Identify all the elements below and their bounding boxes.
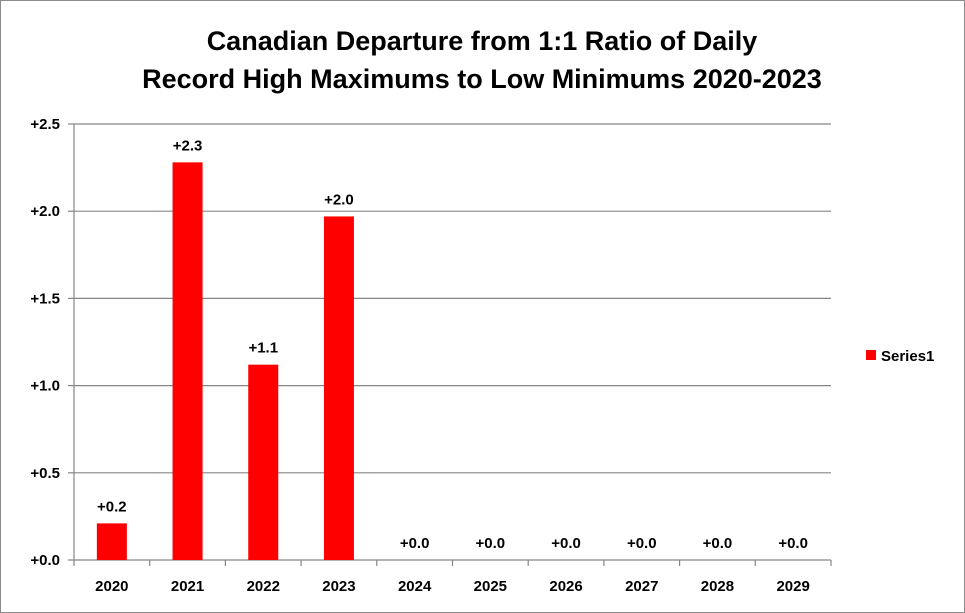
x-tick-label: 2029 <box>776 578 809 595</box>
data-labels: +0.2 +2.3 +1.1 +2.0 +0.0 +0.0 +0.0 +0.0 +0.0 +0.0 <box>97 137 808 552</box>
y-axis-ticks: +0.0 +0.5 +1.0 +1.5 +2.0 +2.5 <box>30 116 60 569</box>
x-tick-label: 2028 <box>701 578 734 595</box>
data-label: +0.0 <box>627 535 657 552</box>
bars <box>96 162 354 561</box>
x-tick-label: 2026 <box>549 578 582 595</box>
chart-title-line-1: Canadian Departure from 1:1 Ratio of Dai… <box>207 26 758 56</box>
data-label: +2.0 <box>324 191 354 208</box>
data-label: +0.2 <box>97 498 127 515</box>
data-label: +0.0 <box>778 535 808 552</box>
bar <box>248 364 279 560</box>
data-label: +0.0 <box>551 535 581 552</box>
bar <box>96 523 127 560</box>
y-tick-label: +2.5 <box>30 116 60 133</box>
bar <box>323 216 354 560</box>
chart-title-line-2: Record High Maximums to Low Minimums 202… <box>142 64 822 94</box>
x-tick-label: 2025 <box>474 578 507 595</box>
x-axis-ticks: 2020 2021 2022 2023 2024 2025 2026 2027 2028 2029 <box>95 578 810 595</box>
legend: Series1 <box>866 348 934 365</box>
y-tick-label: +2.0 <box>30 203 60 220</box>
x-tick-label: 2027 <box>625 578 658 595</box>
data-label: +0.0 <box>703 535 733 552</box>
data-label: +2.3 <box>173 137 203 154</box>
bar <box>172 162 203 561</box>
legend-label: Series1 <box>881 348 934 365</box>
data-label: +1.1 <box>248 340 278 357</box>
y-tick-label: +1.5 <box>30 290 60 307</box>
x-tick-label: 2022 <box>247 578 280 595</box>
data-label: +0.0 <box>476 535 506 552</box>
x-tick-label: 2020 <box>95 578 128 595</box>
x-tick-label: 2021 <box>171 578 204 595</box>
x-tick-label: 2023 <box>322 578 355 595</box>
x-tick-label: 2024 <box>398 578 432 595</box>
y-tick-label: +0.5 <box>30 465 60 482</box>
legend-swatch <box>866 350 876 360</box>
y-tick-label: +0.0 <box>30 552 60 569</box>
data-label: +0.0 <box>400 535 430 552</box>
y-tick-label: +1.0 <box>30 378 60 395</box>
